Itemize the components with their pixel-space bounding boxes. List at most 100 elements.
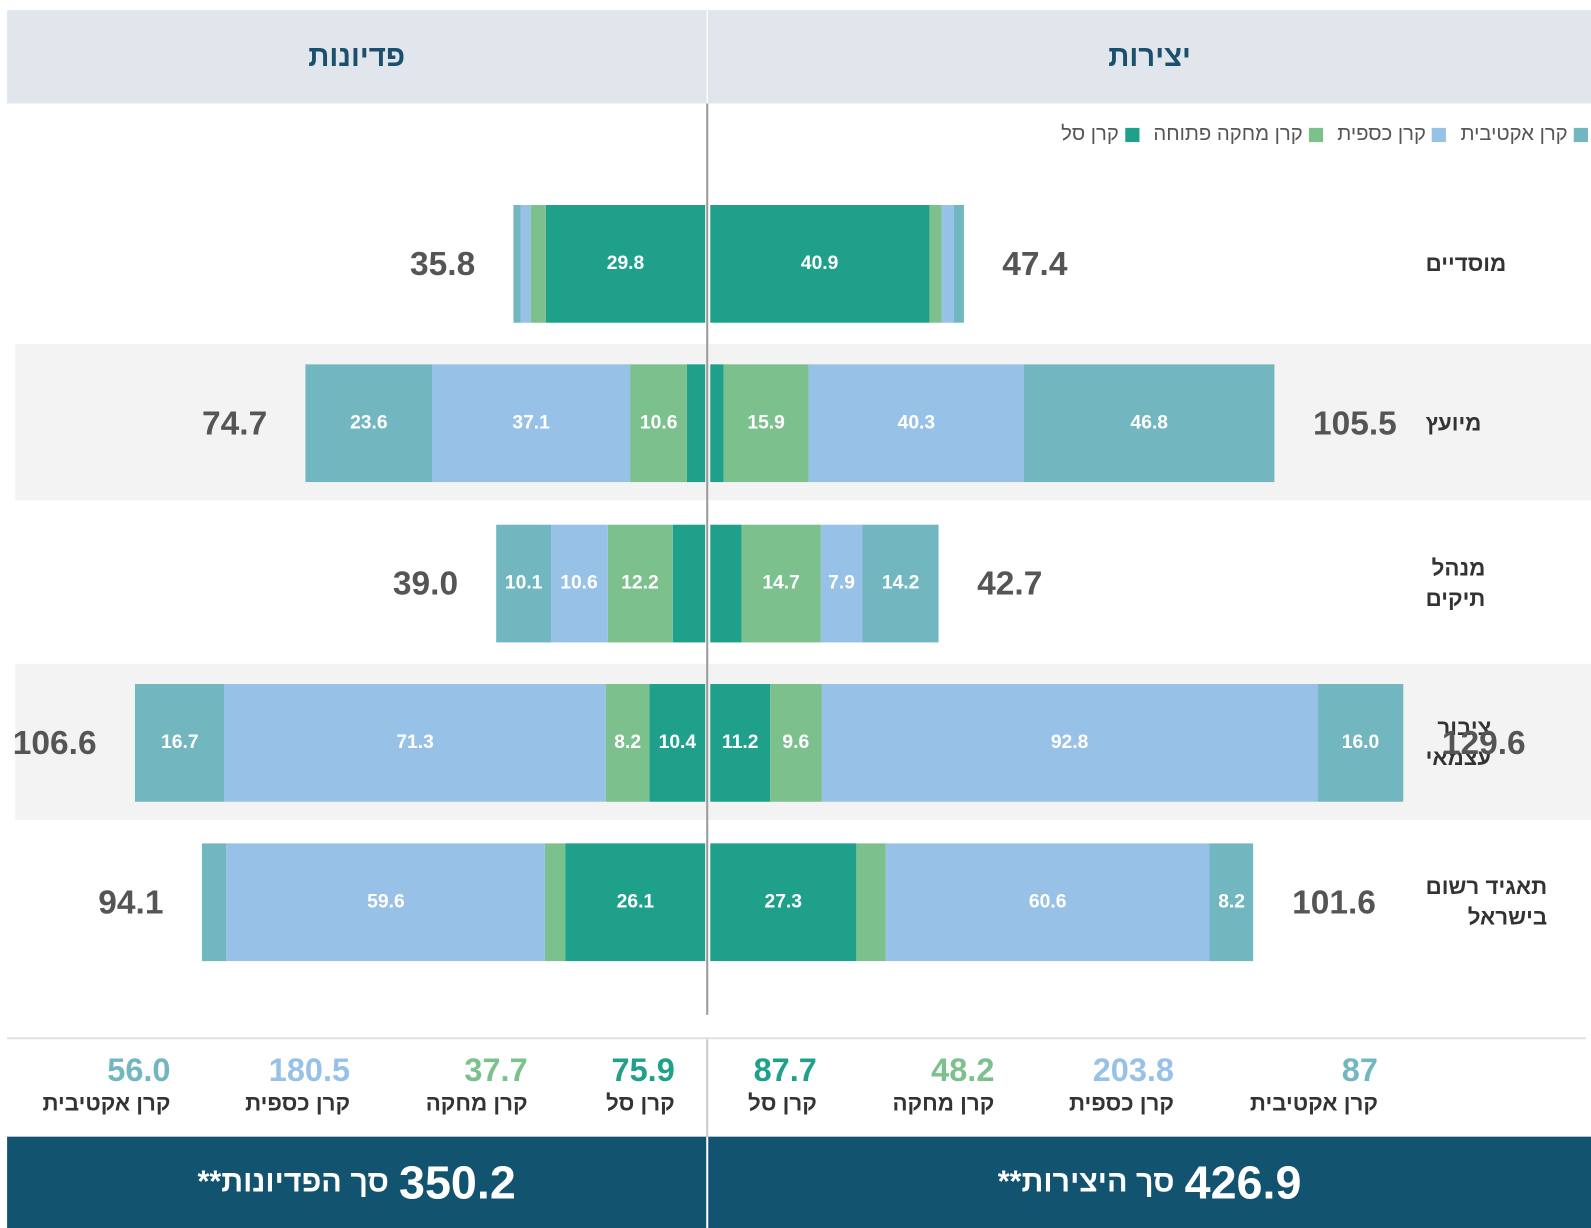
summary-value: 87.7 xyxy=(753,1051,817,1088)
legend-label: קרן סל xyxy=(1061,122,1119,146)
category-label: תאגיד רשום בישראל xyxy=(1425,874,1548,930)
header-divider xyxy=(706,10,709,104)
bar-segment: 60.6 xyxy=(885,843,1210,962)
bar-segment: 40.3 xyxy=(808,364,1025,483)
bar-segment xyxy=(530,205,546,323)
legend-swatch xyxy=(1308,127,1324,142)
summary-label: קרן מחקה xyxy=(892,1089,995,1116)
bar-segment: 16.7 xyxy=(135,683,225,802)
bar-segment: 16.0 xyxy=(1317,683,1404,802)
separator xyxy=(7,1037,1586,1040)
bar-segment xyxy=(201,843,227,962)
bar-segment: 10.4 xyxy=(649,683,706,802)
bar-segment: 10.1 xyxy=(496,524,551,643)
segment-label: 40.3 xyxy=(897,412,936,434)
segment-label: 26.1 xyxy=(616,891,655,913)
bar-segment xyxy=(954,205,964,323)
segment-label: 27.3 xyxy=(764,891,803,913)
bar-segment: 15.9 xyxy=(723,364,809,483)
summary-label: קרן אקטיבית xyxy=(1249,1089,1378,1116)
summary-label: קרן אקטיבית xyxy=(42,1089,171,1116)
summary-label: קרן כספית xyxy=(245,1089,351,1116)
summary-label: קרן מחקה xyxy=(425,1089,528,1116)
category-label: מיועץ xyxy=(1425,410,1482,436)
segment-label: 10.6 xyxy=(639,412,678,434)
side-title: יצירות xyxy=(1108,40,1191,73)
segment-label: 10.4 xyxy=(658,731,697,753)
category-label: ציבור עצמאי xyxy=(1425,714,1492,771)
segment-label: 15.9 xyxy=(747,412,785,434)
legend: קרן אקטיבית קרן כספית קרן מחקה פתוחה קרן סל xyxy=(1061,123,1588,146)
side-title: פדיונות xyxy=(308,40,406,73)
segment-label: 60.6 xyxy=(1028,891,1067,913)
legend-item: קרן אקטיבית xyxy=(1460,122,1588,146)
legend-swatch xyxy=(1124,127,1140,142)
summary-value: 48.2 xyxy=(931,1051,995,1088)
bar-segment xyxy=(513,205,521,323)
bar-segment xyxy=(545,843,566,962)
summary-value: 37.7 xyxy=(464,1051,528,1088)
segment-label: 59.6 xyxy=(367,891,405,913)
segment-label: 8.2 xyxy=(614,731,642,753)
segment-label: 40.9 xyxy=(800,252,839,275)
legend-swatch xyxy=(1573,127,1588,142)
segment-label: 10.6 xyxy=(560,571,598,594)
bar-segment xyxy=(856,843,886,962)
segment-label: 12.2 xyxy=(621,571,659,594)
bar-segment: 71.3 xyxy=(224,683,606,802)
bar-segment: 9.6 xyxy=(770,683,822,802)
summary-label: קרן כספית xyxy=(1068,1089,1174,1116)
center-line xyxy=(706,10,709,1015)
bar-segment: 23.6 xyxy=(305,364,432,483)
bar-segment xyxy=(710,364,724,483)
footer-total: 350.2 סך הפדיונות** xyxy=(7,1137,706,1228)
footer-band xyxy=(7,1136,1591,1228)
row-total: 42.7 xyxy=(977,563,1043,602)
row-total: 47.4 xyxy=(1002,244,1068,283)
legend-item: קרן מחקה פתוחה xyxy=(1153,122,1324,146)
bar-segment: 8.2 xyxy=(1209,843,1254,962)
bar-segment: 46.8 xyxy=(1024,364,1275,483)
grand-total-text: סך היצירות** xyxy=(997,1165,1175,1199)
segment-label: 46.8 xyxy=(1130,412,1169,434)
segment-label: 9.6 xyxy=(782,731,810,753)
category-label: מנהל תיקים xyxy=(1425,554,1486,611)
bar-segment xyxy=(928,205,942,323)
bar-segment: 27.3 xyxy=(710,843,857,962)
row-total: 101.6 xyxy=(1292,883,1376,921)
row-total: 74.7 xyxy=(202,404,268,442)
bar-segment: 10.6 xyxy=(630,364,688,483)
bar-segment: 11.2 xyxy=(710,683,771,802)
segment-label: 92.8 xyxy=(1050,731,1089,753)
summary-divider xyxy=(706,1039,709,1137)
bar-segment: 14.2 xyxy=(862,524,939,643)
segment-label: 23.6 xyxy=(350,412,388,434)
bar-segment xyxy=(672,524,706,643)
grand-total: 426.9 xyxy=(1184,1155,1302,1209)
bar-segment: 29.8 xyxy=(545,205,706,323)
row-total: 39.0 xyxy=(392,563,459,602)
bar-segment: 37.1 xyxy=(431,364,631,483)
row-total: 106.6 xyxy=(12,723,97,762)
bar-segment: 14.7 xyxy=(741,524,821,643)
legend-label: קרן מחקה פתוחה xyxy=(1153,122,1303,146)
segment-label: 71.3 xyxy=(396,731,434,753)
segment-label: 14.2 xyxy=(881,571,920,594)
row-total: 105.5 xyxy=(1312,404,1397,442)
segment-label: 16.0 xyxy=(1341,731,1380,753)
summary-label: קרן סל xyxy=(605,1089,675,1116)
segment-label: 16.7 xyxy=(161,731,199,753)
segment-label: 10.1 xyxy=(504,571,543,594)
summary-value: 87 xyxy=(1341,1051,1378,1088)
segment-label: 11.2 xyxy=(721,731,759,753)
bar-segment: 40.9 xyxy=(710,205,929,323)
legend-swatch xyxy=(1432,127,1447,142)
legend-label: קרן אקטיבית xyxy=(1460,122,1568,146)
legend-label: קרן כספית xyxy=(1337,122,1426,146)
grand-total: 350.2 xyxy=(398,1155,516,1209)
bar-segment: 59.6 xyxy=(226,843,546,962)
category-label: מוסדיים xyxy=(1425,250,1507,277)
grand-total-text: סך הפדיונות** xyxy=(197,1165,389,1199)
segment-label: 8.2 xyxy=(1218,891,1246,913)
